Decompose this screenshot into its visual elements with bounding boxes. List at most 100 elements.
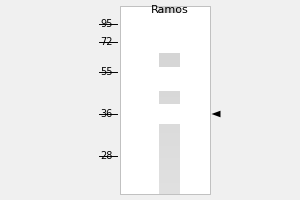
Bar: [159, 17, 180, 27]
Bar: [159, 15, 180, 16]
Bar: [159, 46, 180, 47]
Bar: [159, 145, 180, 146]
Bar: [159, 162, 180, 163]
Bar: [159, 18, 180, 26]
Bar: [159, 102, 180, 103]
Bar: [159, 27, 180, 52]
Bar: [159, 24, 180, 25]
Bar: [159, 175, 180, 176]
Bar: [159, 171, 180, 172]
Bar: [159, 165, 180, 166]
Bar: [159, 81, 180, 82]
Bar: [159, 76, 180, 84]
Bar: [159, 34, 180, 35]
Bar: [159, 168, 180, 169]
Bar: [159, 174, 180, 175]
Text: 55: 55: [100, 67, 112, 77]
Bar: [159, 166, 180, 167]
Bar: [159, 164, 180, 165]
Bar: [159, 176, 180, 177]
Bar: [159, 122, 180, 123]
Bar: [159, 189, 180, 190]
Bar: [159, 140, 180, 141]
Bar: [159, 9, 180, 10]
Bar: [159, 43, 180, 44]
Bar: [159, 149, 180, 150]
Bar: [159, 15, 180, 29]
Bar: [159, 115, 180, 116]
Bar: [159, 68, 180, 69]
Bar: [159, 105, 180, 123]
Bar: [159, 157, 180, 158]
Bar: [159, 16, 180, 28]
Bar: [159, 40, 180, 41]
Bar: [159, 109, 180, 119]
Bar: [159, 111, 180, 112]
Bar: [120, 6, 210, 194]
Bar: [159, 68, 180, 76]
Bar: [159, 10, 180, 11]
Bar: [159, 84, 180, 91]
Bar: [159, 64, 180, 65]
Bar: [159, 85, 180, 91]
Bar: [159, 8, 180, 9]
Bar: [159, 41, 180, 42]
Bar: [159, 53, 180, 54]
Bar: [159, 134, 180, 135]
Bar: [159, 82, 180, 83]
Text: 72: 72: [100, 37, 112, 47]
Bar: [159, 72, 180, 73]
Bar: [159, 67, 180, 77]
Bar: [159, 67, 180, 68]
Bar: [159, 51, 180, 52]
Bar: [159, 25, 180, 26]
Bar: [159, 90, 180, 91]
Bar: [159, 70, 180, 74]
Bar: [159, 85, 180, 86]
Bar: [159, 100, 180, 101]
Bar: [159, 112, 180, 113]
Bar: [159, 54, 180, 55]
Bar: [159, 17, 180, 18]
Bar: [159, 96, 180, 97]
Bar: [159, 125, 180, 126]
Bar: [159, 49, 180, 50]
Bar: [159, 52, 180, 53]
Bar: [159, 127, 180, 128]
Bar: [159, 21, 180, 22]
Bar: [159, 78, 180, 82]
Bar: [159, 71, 180, 72]
Bar: [159, 173, 180, 174]
Bar: [159, 78, 180, 82]
Text: Ramos: Ramos: [151, 5, 188, 15]
Bar: [159, 86, 180, 87]
Bar: [159, 119, 180, 120]
Bar: [159, 28, 180, 29]
Bar: [159, 93, 180, 94]
Bar: [159, 33, 180, 34]
Bar: [159, 12, 180, 13]
Bar: [159, 161, 180, 162]
Bar: [159, 143, 180, 144]
Bar: [159, 120, 180, 121]
Bar: [159, 85, 180, 91]
Bar: [159, 169, 180, 170]
Bar: [159, 74, 180, 75]
Bar: [159, 76, 180, 77]
Bar: [159, 185, 180, 186]
Bar: [159, 160, 180, 161]
Bar: [159, 60, 180, 61]
Bar: [159, 75, 180, 76]
Bar: [159, 167, 180, 168]
Bar: [159, 78, 180, 82]
Bar: [159, 44, 180, 45]
Bar: [159, 130, 180, 131]
Bar: [159, 133, 180, 134]
Bar: [159, 70, 180, 71]
Bar: [159, 110, 180, 118]
Bar: [159, 32, 180, 48]
Bar: [159, 128, 180, 129]
Bar: [159, 67, 180, 77]
Bar: [159, 59, 180, 60]
Bar: [159, 86, 180, 90]
